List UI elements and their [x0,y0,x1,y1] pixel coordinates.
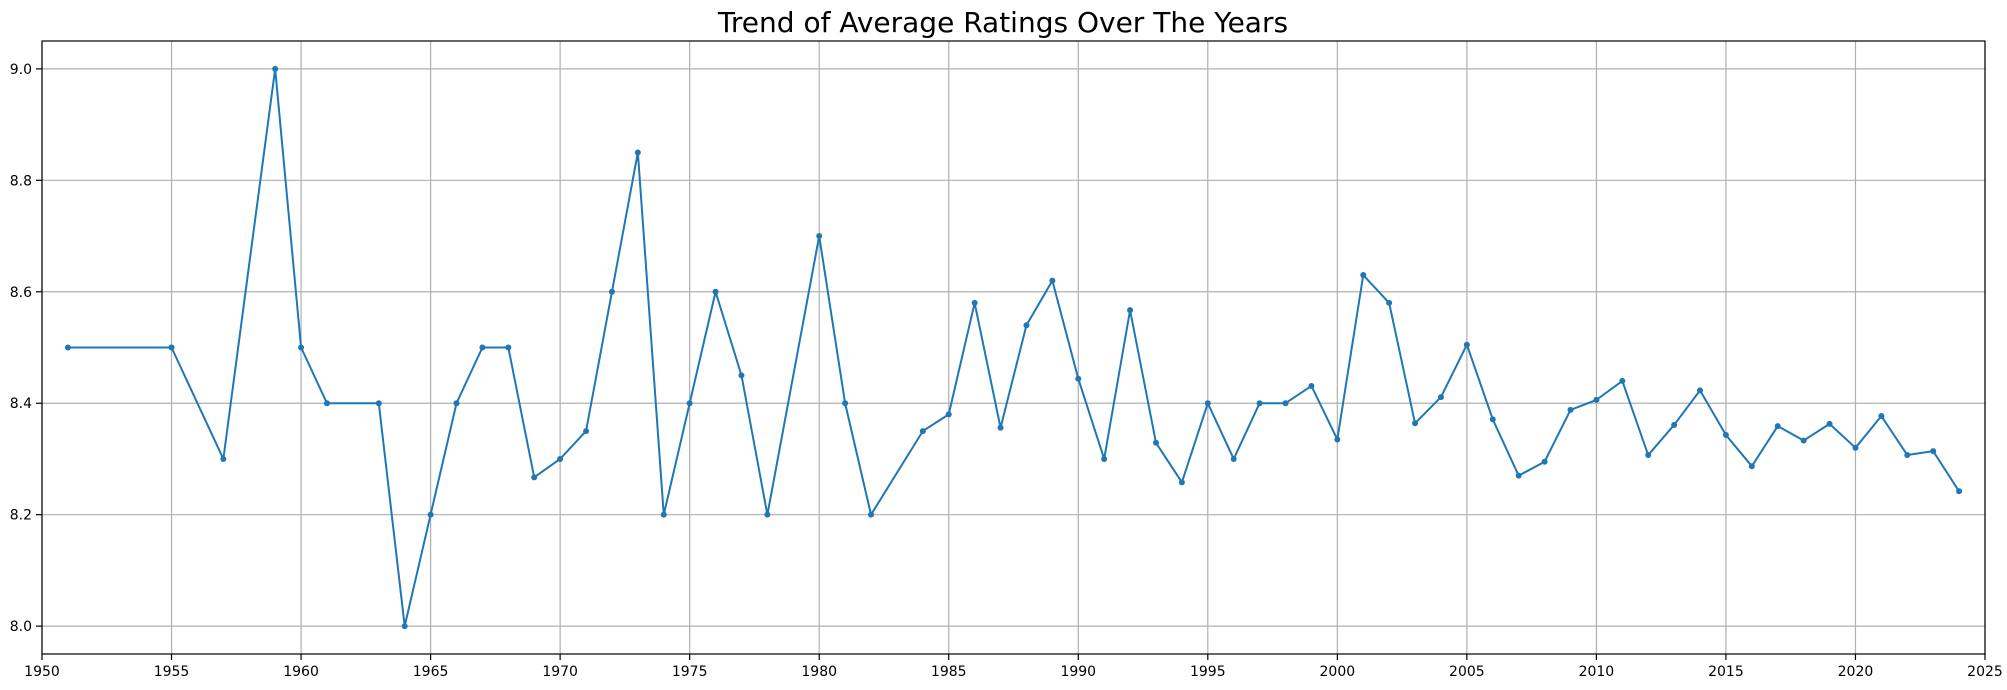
x-tick-label: 1990 [1060,664,1096,680]
x-tick-label: 2020 [1838,664,1874,680]
y-tick-label: 8.4 [10,396,32,412]
y-tick-label: 9.0 [10,62,32,78]
data-point [1774,423,1781,430]
data-point [1852,444,1859,451]
data-point [634,149,641,156]
x-tick-label: 2025 [1967,664,2003,680]
data-point [220,455,227,462]
data-point [608,288,615,295]
data-point [1489,416,1496,423]
data-point [1748,463,1755,470]
x-tick-label: 1950 [24,664,60,680]
data-point [1049,277,1056,284]
data-point [1101,455,1108,462]
data-point [945,411,952,418]
data-point [272,65,279,72]
data-point [868,511,875,518]
data-point [971,299,978,306]
data-point [1645,452,1652,459]
data-point [738,372,745,379]
data-point [1956,488,1963,495]
data-points [64,65,1963,630]
x-tick-label: 2015 [1708,664,1744,680]
x-tick-label: 1960 [283,664,319,680]
y-tick-label: 8.6 [10,285,32,301]
data-point [997,424,1004,431]
data-point [531,474,538,481]
data-point [712,288,719,295]
data-point [919,428,926,435]
data-point [1334,436,1341,443]
data-point [375,400,382,407]
x-tick-label: 1980 [801,664,837,680]
y-axis: 8.0 8.2 8.4 8.6 8.8 9.0 [10,62,42,635]
data-point [479,344,486,351]
y-tick-label: 8.8 [10,173,32,189]
data-point [1800,437,1807,444]
data-point [453,400,460,407]
data-point [1463,341,1470,348]
x-tick-label: 1975 [672,664,708,680]
x-tick-label: 1985 [931,664,967,680]
y-tick-label: 8.2 [10,508,32,524]
data-point [427,511,434,518]
data-point [1386,299,1393,306]
data-point [505,344,512,351]
data-point [1930,448,1937,455]
data-point [1541,458,1548,465]
data-point [1697,387,1704,394]
plot-frame [41,40,1986,655]
data-point [323,400,330,407]
grid [41,41,1986,654]
data-point [1360,272,1367,279]
data-point [1437,394,1444,401]
series-line [67,67,1960,628]
data-point [842,400,849,407]
data-point [1075,375,1082,382]
data-point [1722,431,1729,438]
x-tick-label: 2005 [1449,664,1485,680]
data-point [64,344,71,351]
data-point [686,400,693,407]
x-tick-label: 1955 [154,664,190,680]
data-point [816,233,823,240]
data-point [583,428,590,435]
data-point [1230,455,1237,462]
data-point [1308,382,1315,389]
data-point [1023,322,1030,329]
data-point [1256,400,1263,407]
data-point [1904,452,1911,459]
x-axis: 1950 1955 1960 1965 1970 1975 1980 1985 1990 1995… [24,654,2003,680]
data-point [168,344,175,351]
data-point [557,455,564,462]
data-point [764,511,771,518]
data-point [1152,439,1159,446]
x-tick-label: 1995 [1190,664,1226,680]
data-point [401,623,408,630]
x-tick-label: 1970 [542,664,578,680]
x-tick-label: 1965 [413,664,449,680]
series-line-group [67,67,1960,628]
chart-title: Trend of Average Ratings Over The Years [717,6,1288,39]
data-point [1178,479,1185,486]
x-tick-label: 2000 [1320,664,1356,680]
data-point [1593,396,1600,403]
data-point [1826,420,1833,427]
data-point [1878,413,1885,420]
data-point [1619,377,1626,384]
data-point [1515,472,1522,479]
data-point [1127,307,1134,314]
data-point [1671,421,1678,428]
data-point [1412,420,1419,427]
data-point [298,344,305,351]
x-tick-label: 2010 [1579,664,1615,680]
data-point [1282,400,1289,407]
data-point [1204,400,1211,407]
y-tick-label: 8.0 [10,619,32,635]
data-point [1567,406,1574,413]
data-point [660,511,667,518]
